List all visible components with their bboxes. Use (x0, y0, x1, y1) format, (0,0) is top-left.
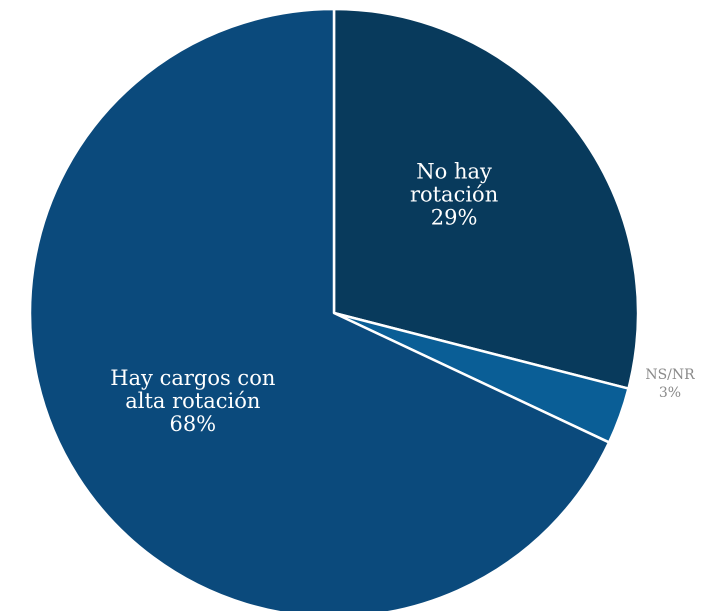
slice-label-0: No hay rotación 29% (410, 159, 498, 229)
slice-label-line-1-0: NS/NR (645, 367, 695, 383)
slice-label-line-0-1: rotación (410, 182, 498, 206)
slice-percent-0: 29% (431, 205, 478, 229)
slice-label-line-0-0: No hay (416, 159, 492, 183)
slice-label-line-2-1: alta rotación (125, 389, 260, 413)
pie-slice-0 (332, 7, 640, 390)
slice-label-line-2-0: Hay cargos con (110, 366, 275, 390)
slice-percent-1: 3% (659, 385, 681, 401)
pie-slice-2 (28, 7, 611, 611)
slice-label-2: Hay cargos con alta rotación 68% (110, 366, 275, 436)
slice-percent-2: 68% (169, 412, 216, 436)
pie-slices (28, 7, 640, 611)
slice-label-1: NS/NR 3% (645, 367, 695, 401)
pie-labels: No hay rotación 29% NS/NR 3% Hay cargos con al… (110, 159, 695, 436)
